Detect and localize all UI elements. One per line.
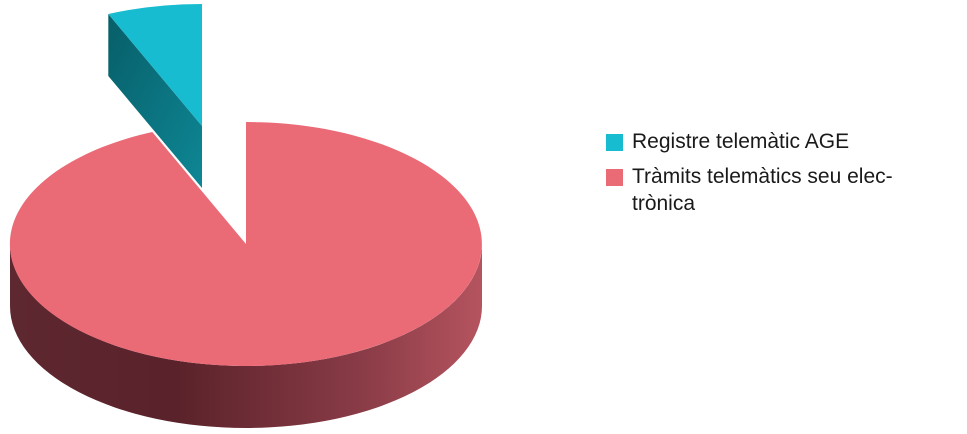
chart-legend: Registre telemàtic AGE Tràmits telemàtic…	[606, 128, 956, 225]
slice-side-tramits	[10, 244, 482, 428]
pie-chart	[9, 3, 482, 428]
legend-item-registre: Registre telemàtic AGE	[606, 128, 956, 155]
legend-swatch-registre	[606, 134, 623, 151]
legend-label-registre: Registre telemàtic AGE	[632, 130, 850, 153]
legend-item-tramits: Tràmits telemàtics seu elec- trònica	[606, 163, 956, 217]
legend-swatch-tramits	[606, 169, 623, 186]
slice-registre	[108, 3, 202, 126]
slice-side-registre	[108, 14, 202, 188]
legend-label-tramits: Tràmits telemàtics seu elec- trònica	[632, 165, 893, 215]
slice-tramits	[9, 122, 482, 367]
pie-chart-svg	[9, 3, 482, 428]
